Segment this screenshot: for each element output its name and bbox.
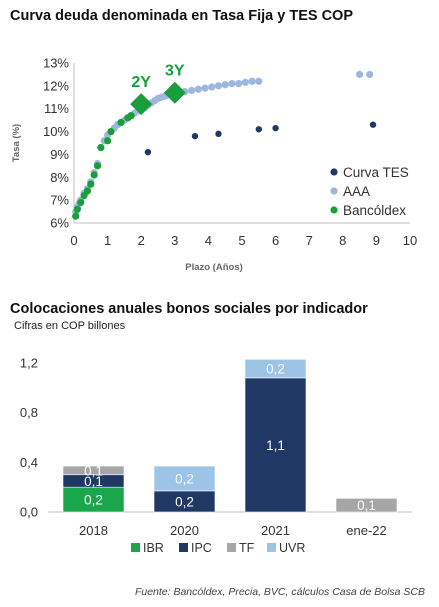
y-tick-label: 0,0	[20, 505, 38, 520]
data-point	[255, 77, 263, 85]
bar-segment	[335, 498, 398, 513]
x-tick-label: 6	[272, 233, 279, 248]
category-label: 2020	[170, 523, 199, 538]
x-tick-label: 9	[373, 233, 380, 248]
x-axis-label: Plazo (Años)	[185, 262, 243, 273]
data-point	[127, 111, 135, 120]
legend-swatch	[179, 543, 188, 552]
data-point	[77, 198, 85, 207]
data-point	[241, 78, 249, 87]
data-point	[228, 79, 236, 88]
data-label: 0,1	[84, 474, 103, 489]
data-point	[235, 79, 243, 88]
data-point	[73, 205, 81, 213]
diamond-marker	[130, 93, 153, 116]
data-point	[366, 70, 374, 79]
x-tick-label: 0	[70, 233, 77, 248]
legend-marker	[330, 187, 338, 195]
x-tick-label: 1	[104, 233, 111, 248]
y-tick-label: 12%	[43, 78, 69, 93]
data-point	[90, 171, 98, 179]
legend-label: UVR	[279, 541, 305, 555]
y-tick-label: 13%	[43, 56, 69, 71]
bar-chart-subtitle: Cifras en COP billones	[14, 320, 126, 332]
data-point	[188, 86, 196, 95]
category-label: ene-22	[346, 523, 386, 538]
x-tick-label: 10	[403, 233, 417, 248]
data-point	[97, 143, 105, 152]
bar-chart-title: Colocaciones anuales bonos sociales por …	[10, 301, 368, 317]
data-point	[214, 82, 223, 90]
data-label: 0,2	[266, 362, 285, 377]
data-label: 0,2	[84, 493, 103, 508]
diamond-marker	[163, 81, 186, 104]
data-point	[93, 162, 102, 170]
yield-curve-scatter-chart: 6% 7% 8% 9% 10% 11% 12% 13% 0 1 2 3 4 5 6 7 8 9 10 Plazo (A…	[11, 56, 417, 274]
x-tick-label: 7	[306, 233, 313, 248]
data-point	[104, 137, 112, 145]
data-point	[191, 132, 199, 140]
legend-label: TF	[239, 541, 255, 555]
data-point	[87, 180, 95, 188]
data-label: 0,1	[357, 498, 376, 513]
x-tick-label: 2	[138, 233, 145, 248]
legend-label: Curva TES	[343, 165, 409, 180]
y-tick-label: 11%	[44, 101, 69, 116]
data-point	[83, 187, 92, 195]
data-point	[144, 148, 152, 156]
y-tick-label: 9%	[50, 147, 69, 162]
bar-segment	[153, 465, 216, 492]
data-point	[369, 121, 377, 128]
category-label: 2018	[79, 523, 108, 538]
data-label: 0,2	[175, 471, 194, 486]
data-point	[72, 212, 80, 220]
y-tick-label: 7%	[50, 193, 69, 208]
legend-label: Bancóldex	[343, 203, 406, 218]
scatter-chart-title: Curva deuda denominada en Tasa Fija y TE…	[10, 8, 353, 24]
data-label: 1,1	[266, 438, 285, 453]
data-label: 0,1	[84, 463, 103, 478]
tenor-annotation: 3Y	[165, 63, 185, 80]
legend-label: IBR	[143, 541, 164, 555]
data-point	[117, 118, 125, 127]
bar-segment	[62, 465, 125, 476]
y-tick-label: 10%	[43, 124, 69, 139]
y-tick-label: 0,4	[20, 455, 38, 470]
legend-label: IPC	[191, 541, 212, 555]
legend-label: AAA	[343, 184, 370, 199]
category-label: 2021	[261, 523, 290, 538]
y-tick-label: 0,8	[20, 405, 38, 420]
data-point	[201, 84, 209, 92]
x-tick-label: 5	[238, 233, 245, 248]
data-point	[107, 127, 115, 136]
data-point	[194, 85, 202, 93]
legend-swatch	[227, 543, 236, 552]
x-tick-label: 4	[205, 233, 212, 248]
x-tick-label: 3	[171, 233, 178, 248]
tenor-annotation: 2Y	[131, 74, 151, 91]
source-note: Fuente: Bancóldex, Precia, BVC, cálculos…	[134, 586, 425, 598]
y-tick-label: 1,2	[20, 356, 38, 371]
data-point	[356, 70, 364, 79]
y-axis-label: Tasa (%)	[11, 124, 22, 162]
legend-marker	[330, 168, 338, 176]
x-tick-label: 8	[339, 233, 346, 248]
data-point	[221, 81, 229, 89]
data-point	[215, 130, 222, 138]
legend-marker	[330, 206, 338, 214]
bar-segment	[244, 358, 307, 379]
legend-swatch	[131, 543, 140, 552]
data-point	[208, 83, 216, 91]
data-point	[272, 124, 279, 132]
legend-swatch	[267, 543, 276, 552]
data-point	[248, 77, 256, 85]
data-label: 0,2	[175, 494, 194, 509]
data-point	[255, 126, 262, 133]
y-tick-label: 8%	[50, 170, 69, 185]
y-tick-label: 6%	[50, 216, 69, 231]
